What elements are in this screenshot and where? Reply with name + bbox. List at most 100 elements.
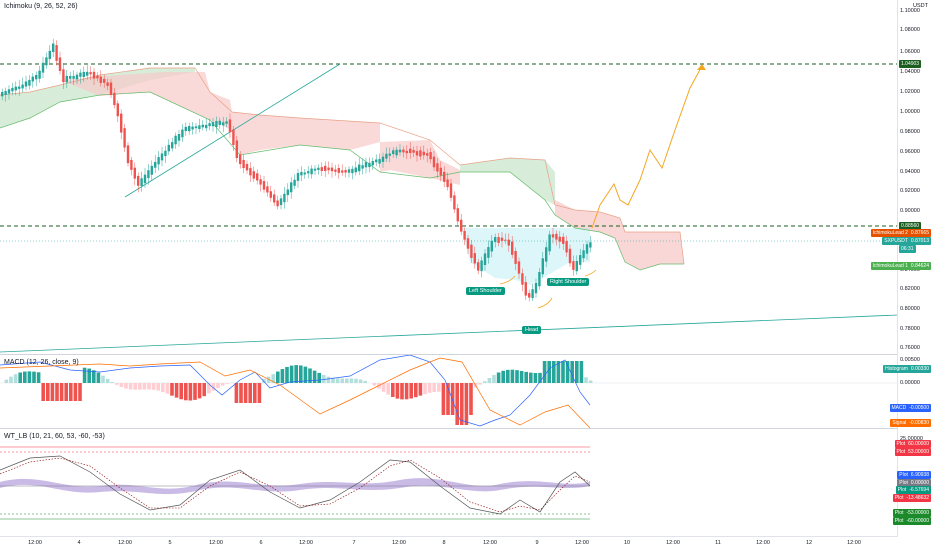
tag-value: 60.00000 [908,441,929,447]
price-tick: 0.80000 [900,306,920,312]
candle-body [528,293,530,297]
candle-body [542,258,544,274]
candle-body [15,87,17,91]
macd-histogram-bar [414,383,418,397]
candle-body [86,72,88,76]
macd-histogram-bar [455,383,459,425]
candle-body [579,255,581,265]
tag-value: -0.00500 [909,405,929,411]
candle-body [521,273,523,284]
candle-body [429,152,431,159]
macd-histogram-bar [442,383,446,415]
candle-body [208,123,210,126]
time-tick: 12:00 [299,540,313,546]
candle-body [202,125,204,128]
candle-body [168,145,170,152]
candle-body [457,208,459,221]
macd-histogram-bar [566,361,570,383]
pane-separator-wt[interactable] [0,428,898,429]
macd-histogram-bar [32,372,36,383]
candle-body [385,154,387,159]
macd-histogram-bar [547,361,551,383]
macd-histogram-bar [202,383,206,396]
tag-label: MACD [892,405,907,411]
projection-arrowhead [697,64,706,70]
macd-histogram-bar [327,377,331,383]
macd-histogram-bar [386,383,390,395]
candle-body [110,82,112,95]
candle-body [406,151,408,153]
candle-body [79,73,81,77]
macd-histogram-bar [552,361,556,383]
macd-histogram-bar [511,370,515,383]
candle-body [188,126,190,131]
macd-title[interactable]: MACD (12, 26, close, 9) [4,359,79,366]
macd-histogram-bar [156,383,160,391]
head-label[interactable]: Head [522,326,541,334]
candle-body [525,282,527,295]
wt-tag: Plot-53.00000 [893,509,931,517]
macd-histogram-bar [23,372,27,383]
candle-body [535,283,537,293]
candle-body [440,168,442,176]
macd-histogram-bar [55,383,59,401]
candle-body [511,242,513,255]
macd-histogram-bar [92,370,96,383]
tag-value: 0.00330 [911,366,929,372]
candle-body [134,168,136,179]
macd-histogram-bar [483,381,487,383]
candle-body [494,237,496,242]
candle-body [1,92,3,96]
candle-body [453,195,455,209]
tag-value: -6.57694 [909,487,929,493]
candle-body [171,142,173,148]
time-tick: 7 [352,540,355,546]
candle-body [508,240,510,246]
macd-histogram-bar [87,369,91,383]
macd-histogram-bar [345,378,349,383]
candle-body [212,122,214,126]
candle-body [474,253,476,263]
candle-body [358,165,360,172]
candle-body [470,245,472,258]
tag-value: 6.90938 [911,472,929,478]
candle-body [572,261,574,270]
macd-histogram-bar [281,369,285,383]
candle-body [531,289,533,298]
left-shoulder-label[interactable]: Left Shoulder [466,287,505,295]
candle-body [399,150,401,153]
candle-body [123,128,125,147]
macd-tag: Signal-0.00830 [890,419,931,427]
chart-drawing[interactable] [0,0,898,536]
macd-histogram-bar [405,383,409,399]
macd-histogram-bar [465,383,469,425]
macd-histogram-bar [74,383,78,401]
macd-histogram-bar [184,383,188,400]
candle-body [222,122,224,125]
macd-histogram-bar [106,379,110,383]
candle-body [501,238,503,241]
candle-body [164,151,166,156]
price-tick: 0.90000 [900,208,920,214]
candle-body [372,161,374,165]
candle-body [215,121,217,127]
candle-body [344,170,346,172]
macd-histogram-bar [258,383,262,403]
right-shoulder-label[interactable]: Right Shoulder [547,278,589,286]
macd-histogram-bar [515,370,519,383]
macd-histogram-bar [147,383,151,389]
price-tick: 1.08000 [900,27,920,33]
price-tick: 0.98000 [900,129,920,135]
candle-body [321,167,323,171]
candle-body [389,154,391,156]
ichimoku-title[interactable]: Ichimoku (9, 26, 52, 26) [4,3,78,10]
pane-separator-macd[interactable] [0,354,898,355]
wt-title[interactable]: WT_LB (10, 21, 60, 53, -60, -53) [4,433,105,440]
candle-body [334,170,336,172]
